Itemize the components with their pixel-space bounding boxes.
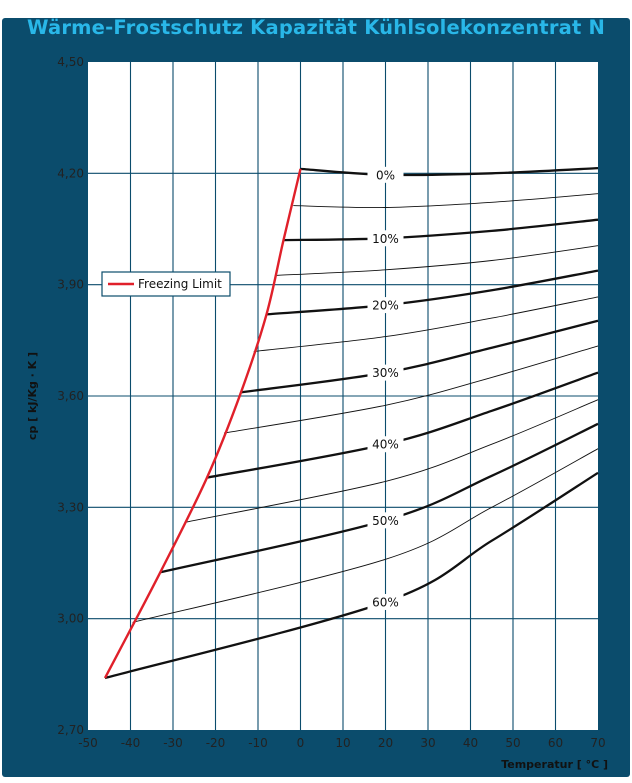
curve-minor: [185, 399, 599, 523]
x-tick-label: 20: [378, 736, 393, 750]
x-tick-label: 60: [548, 736, 563, 750]
x-tick-label: 50: [505, 736, 520, 750]
freezing-limit-line: [103, 168, 302, 679]
curve-label-bg: [367, 364, 404, 381]
x-tick-label: 70: [590, 736, 605, 750]
curves: [103, 166, 599, 680]
curve-major: [206, 371, 599, 479]
curve-label-bg: [367, 436, 404, 453]
curve-major: [104, 471, 599, 680]
x-axis-label: Temperatur [ °C ]: [501, 758, 608, 771]
curve-label-bg: [367, 512, 404, 529]
curve-minor: [253, 296, 599, 352]
curve-major: [240, 319, 599, 394]
curve-label: 30%: [372, 366, 399, 380]
curve-major: [266, 269, 599, 316]
curve-label: 50%: [372, 514, 399, 528]
y-axis-label: cp [ kJ/Kg · K ]: [26, 352, 39, 440]
x-tick-label: -50: [78, 736, 98, 750]
legend: Freezing Limit: [101, 271, 231, 297]
curve-major: [283, 218, 599, 242]
x-tick-label: 40: [463, 736, 478, 750]
curve-label: 40%: [372, 438, 399, 452]
y-tick-label: 4,20: [57, 166, 84, 180]
legend-label-freezing: Freezing Limit: [138, 277, 222, 291]
x-tick-label: 10: [335, 736, 350, 750]
x-tick-label: -20: [206, 736, 226, 750]
curve-label: 60%: [372, 595, 399, 609]
y-tick-label: 2,70: [57, 723, 84, 737]
curve-label-bg: [367, 230, 404, 247]
curve-major: [160, 422, 599, 574]
x-tick-label: -10: [248, 736, 268, 750]
curve-label-bg: [367, 297, 404, 314]
ticks: -50 -40 -30 -20 -10 0 10 20 30 40 50 60 70 2,70 3,00 3,…: [57, 55, 605, 750]
curve-label: 0%: [376, 168, 395, 182]
x-tick-label: 30: [420, 736, 435, 750]
curve-labels: 0% 10% 20% 30% 40% 50% 60%: [367, 166, 404, 610]
x-tick-label: -30: [163, 736, 183, 750]
x-tick-label: 0: [297, 736, 305, 750]
y-tick-label: 3,00: [57, 612, 84, 626]
curve-minor: [223, 345, 599, 434]
chart-title: Wärme-Frostschutz Kapazität Kühlsolekonz…: [26, 16, 606, 39]
y-tick-label: 3,90: [57, 278, 84, 292]
curve-label: 20%: [372, 299, 399, 313]
y-tick-label: 4,50: [57, 55, 84, 69]
y-tick-label: 3,30: [57, 500, 84, 514]
curve-minor: [132, 448, 599, 623]
curve-major: [300, 166, 599, 177]
y-tick-label: 3,60: [57, 389, 84, 403]
curve-label-bg: [367, 166, 404, 183]
curve-label: 10%: [372, 232, 399, 246]
curve-minor: [274, 245, 599, 276]
curve-label-bg: [367, 593, 404, 610]
x-tick-label: -40: [121, 736, 141, 750]
curve-minor: [293, 193, 599, 209]
